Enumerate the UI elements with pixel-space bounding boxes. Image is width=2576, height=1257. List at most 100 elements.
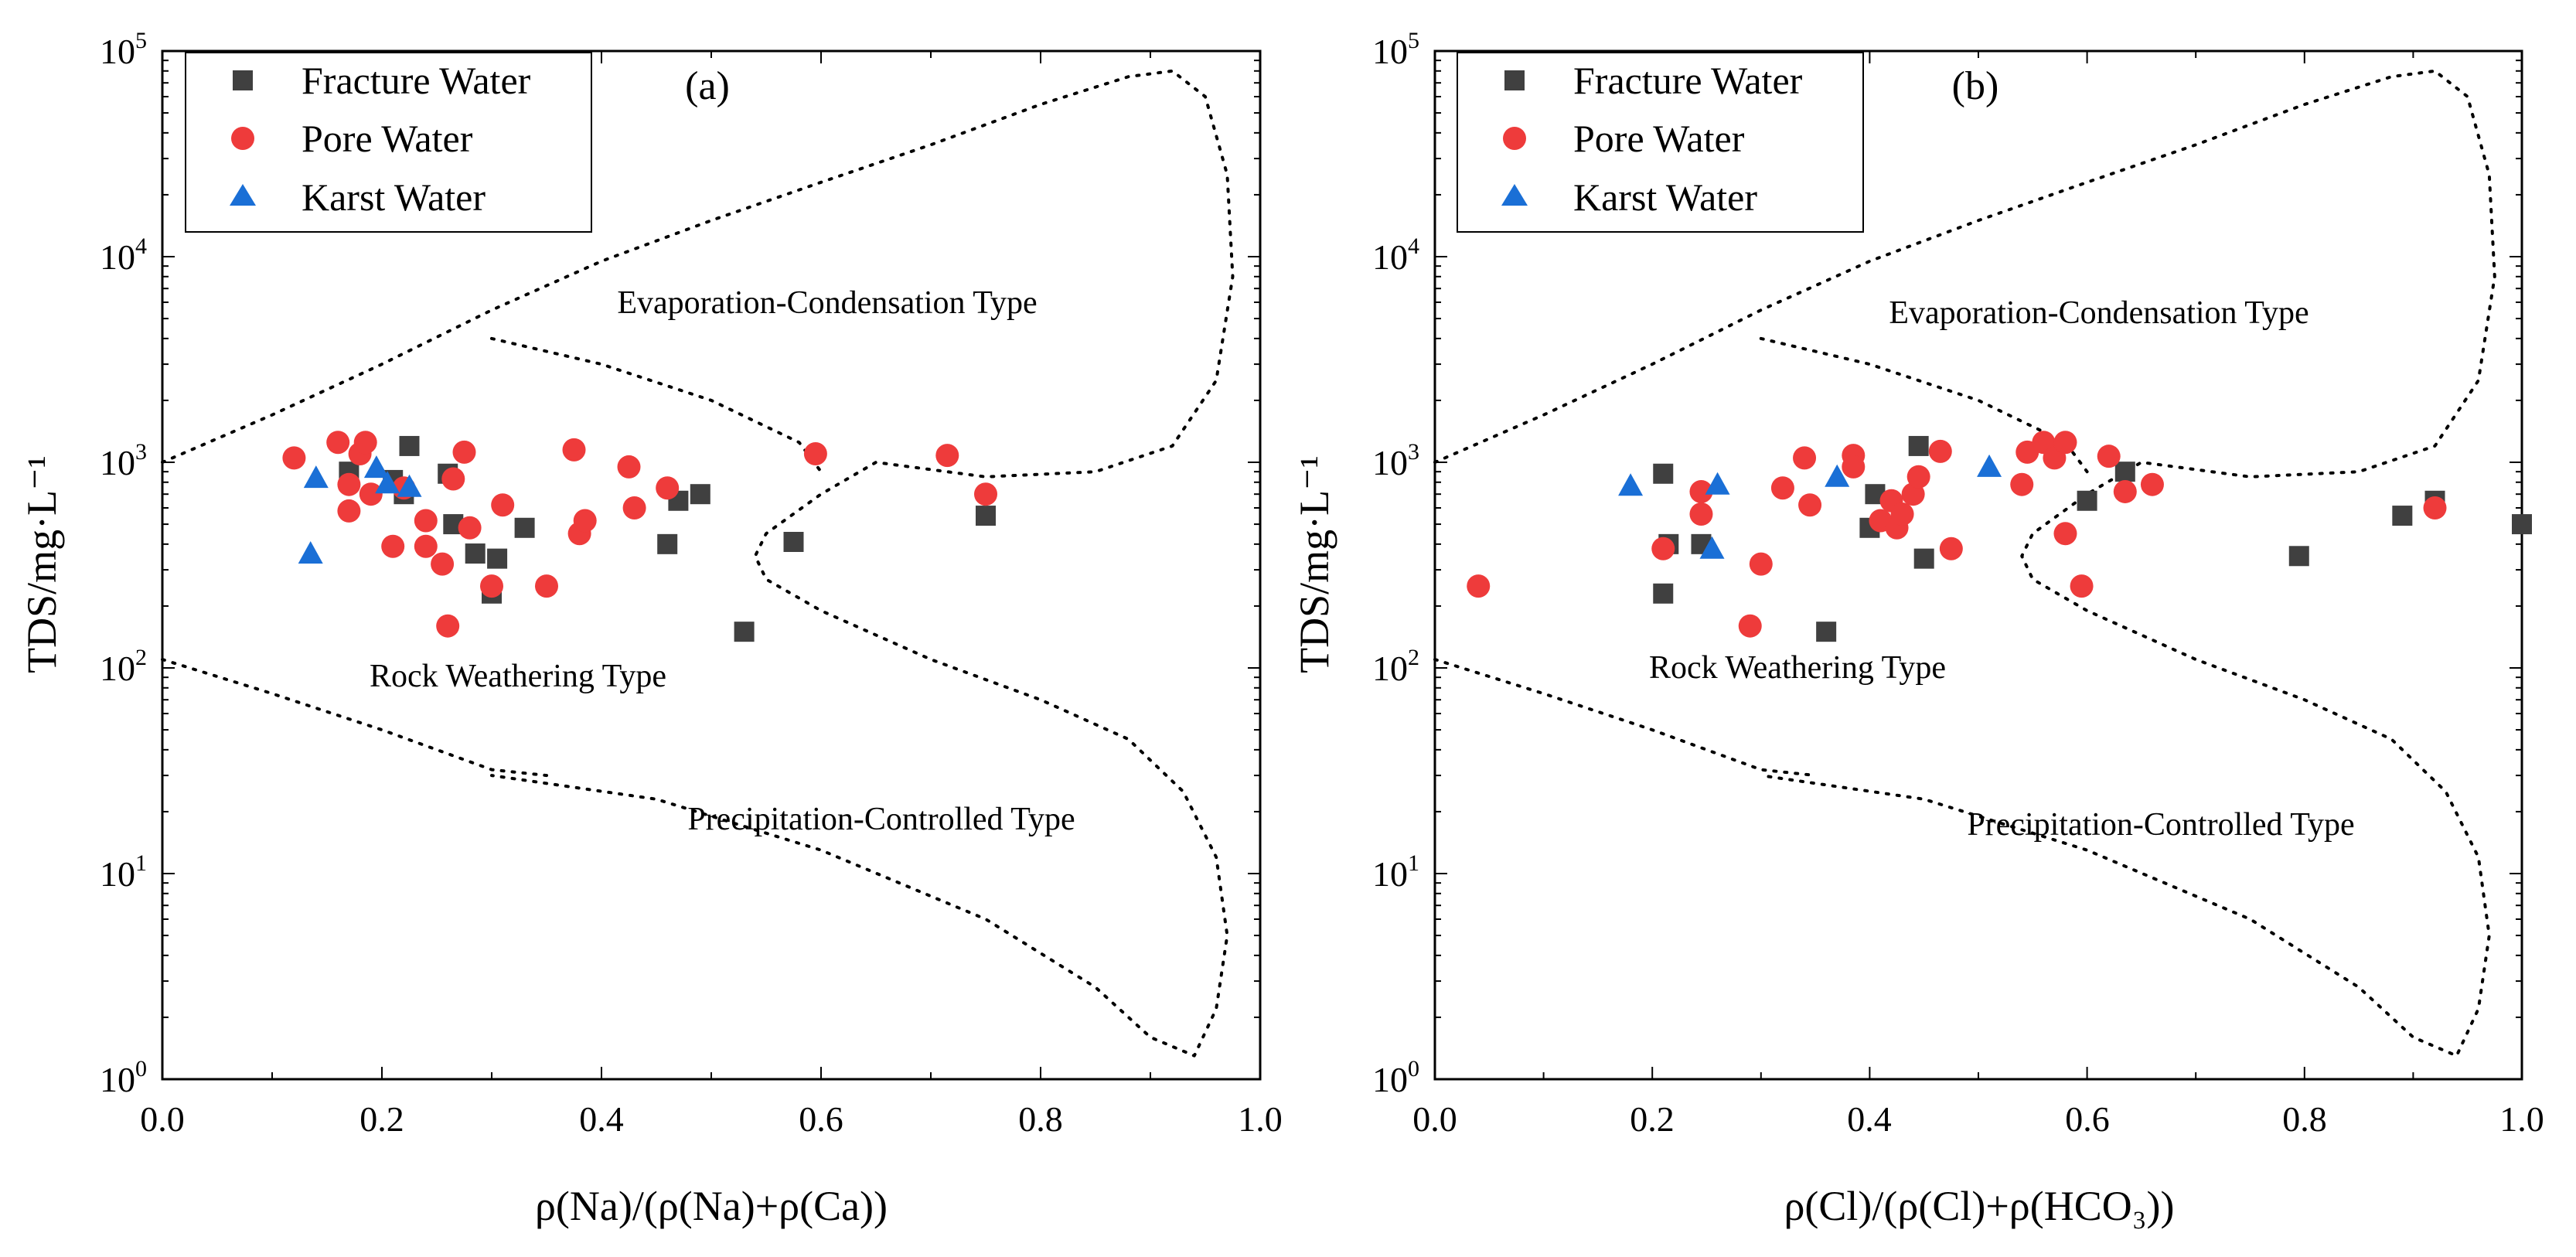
panel-label: (b): [1952, 64, 1999, 108]
y-tick-label: 100: [1372, 1056, 1419, 1099]
karst-water-point: [1825, 464, 1850, 487]
pore-water-point: [480, 574, 503, 598]
pore-water-point: [381, 534, 405, 558]
fracture-water-point: [465, 543, 486, 564]
pore-water-point: [2070, 574, 2094, 598]
fracture-water-point: [1913, 548, 1934, 569]
legend: Fracture Water Pore Water Karst Water: [1457, 52, 1864, 233]
x-axis-title: ρ(Cl)/(ρ(Cl)+ρ(HCO₃)): [1784, 1183, 2174, 1229]
x-tick-label: 1.0: [1238, 1099, 1283, 1139]
fracture-water-point: [2114, 462, 2135, 482]
boundary-curves: [1433, 69, 2496, 1058]
y-tick-label: 103: [1372, 439, 1419, 482]
pore-water-point: [491, 493, 515, 517]
y-tick-label: 104: [100, 233, 147, 277]
fracture-water-point: [2288, 546, 2309, 567]
y-tick-label: 101: [100, 850, 147, 894]
x-tick-label: 0.0: [1412, 1099, 1457, 1139]
x-tick-label: 0.6: [799, 1099, 843, 1139]
karst-water-point: [375, 471, 400, 494]
pore-water-point: [535, 574, 558, 598]
legend-label-pore: Pore Water: [302, 117, 473, 160]
pore-water-point: [1793, 446, 1817, 470]
fracture-water-point: [487, 548, 508, 569]
x-tick-labels: 0.0 0.2 0.4 0.6 0.8 1.0: [140, 1099, 1283, 1139]
fracture-water-point: [690, 484, 710, 505]
legend-marker-karst: [230, 184, 256, 206]
boundary-inner-curve: [1759, 336, 2089, 474]
y-tick-label: 104: [1372, 233, 1419, 277]
fracture-water-point: [976, 506, 996, 526]
fracture-water-point: [2077, 490, 2097, 511]
legend-label-karst: Karst Water: [1573, 175, 1757, 219]
legend-marker-fracture: [1504, 70, 1525, 90]
y-tick-label: 102: [100, 645, 147, 688]
x-tick-label: 0.4: [1847, 1099, 1892, 1139]
fracture-water-point: [1816, 622, 1837, 642]
pore-water-point: [1939, 537, 1963, 560]
pore-water-point: [353, 431, 377, 455]
boundary-lower-curve: [1433, 658, 1818, 778]
y-tick-labels: 100 101 102 103 104 105: [1372, 28, 1419, 1099]
pore-water-point: [1798, 493, 1822, 517]
pore-water-point: [2113, 479, 2137, 503]
fracture-water-point: [1908, 435, 1929, 456]
annotation-evaporation: Evaporation-Condensation Type: [1889, 295, 2309, 331]
karst-water-point: [298, 541, 323, 564]
data-points: [1467, 431, 2532, 642]
fracture-water-point: [783, 531, 804, 552]
pore-water-point: [337, 499, 361, 523]
annotation-rock-weathering: Rock Weathering Type: [370, 659, 666, 694]
y-axis-title: TDS/mg·L⁻¹: [1291, 455, 1337, 673]
pore-water-point: [2097, 445, 2121, 468]
x-tick-label: 1.0: [2499, 1099, 2544, 1139]
pore-water-point: [326, 431, 350, 455]
pore-water-point: [1906, 465, 1930, 489]
pore-water-point: [1842, 455, 1866, 479]
legend-marker-pore: [231, 127, 254, 150]
y-tick-labels: 100 101 102 103 104 105: [100, 28, 147, 1099]
x-tick-labels: 0.0 0.2 0.4 0.6 0.8 1.0: [1412, 1099, 2544, 1139]
y-axis-title: TDS/mg·L⁻¹: [19, 455, 65, 673]
legend-marker-pore: [1503, 127, 1526, 150]
y-tick-label: 102: [1372, 645, 1419, 688]
pore-water-point: [1467, 574, 1491, 598]
pore-water-point: [458, 516, 482, 540]
y-tick-label: 105: [100, 28, 147, 71]
x-tick-label: 0.2: [1630, 1099, 1675, 1139]
axis-ticks: [1434, 50, 2523, 1080]
fracture-water-point: [1653, 463, 1674, 484]
y-tick-label: 103: [100, 439, 147, 482]
fracture-water-point: [399, 435, 420, 456]
legend-label-fracture: Fracture Water: [1573, 59, 1803, 102]
fracture-water-point: [657, 533, 678, 554]
pore-water-point: [1738, 614, 1762, 638]
y-tick-label: 101: [1372, 850, 1419, 894]
pore-water-point: [803, 441, 827, 465]
pore-water-point: [1890, 502, 1914, 526]
x-tick-label: 0.8: [2282, 1099, 2327, 1139]
pore-water-point: [441, 467, 465, 491]
data-points: [282, 431, 997, 642]
fracture-water-point: [734, 622, 755, 642]
legend-marker-fracture: [233, 70, 253, 90]
karst-water-point: [363, 455, 389, 479]
pore-water-point: [622, 496, 646, 520]
pore-water-point: [337, 472, 361, 496]
x-axis-title: ρ(Na)/(ρ(Na)+ρ(Ca)): [535, 1183, 888, 1229]
x-tick-label: 0.8: [1018, 1099, 1063, 1139]
annotation-precipitation: Precipitation-Controlled Type: [1967, 807, 2354, 843]
chart-panel-b: 0.0 0.2 0.4 0.6 0.8 1.0 100 101 102 103 …: [1291, 28, 2544, 1229]
pore-water-point: [1749, 552, 1773, 576]
pore-water-point: [2053, 431, 2077, 455]
fracture-water-point: [2392, 506, 2413, 526]
chart-panel-a: 0.0 0.2 0.4 0.6 0.8 1.0 100 101 102 103 …: [19, 28, 1283, 1229]
legend: Fracture Water Pore Water Karst Water: [185, 52, 592, 233]
pore-water-point: [414, 509, 438, 533]
fracture-water-point: [1653, 583, 1674, 604]
annotation-evaporation: Evaporation-Condensation Type: [617, 285, 1037, 321]
pore-water-point: [2423, 496, 2447, 520]
karst-water-point: [303, 465, 329, 489]
annotation-rock-weathering: Rock Weathering Type: [1649, 650, 1946, 686]
pore-water-point: [617, 455, 641, 479]
